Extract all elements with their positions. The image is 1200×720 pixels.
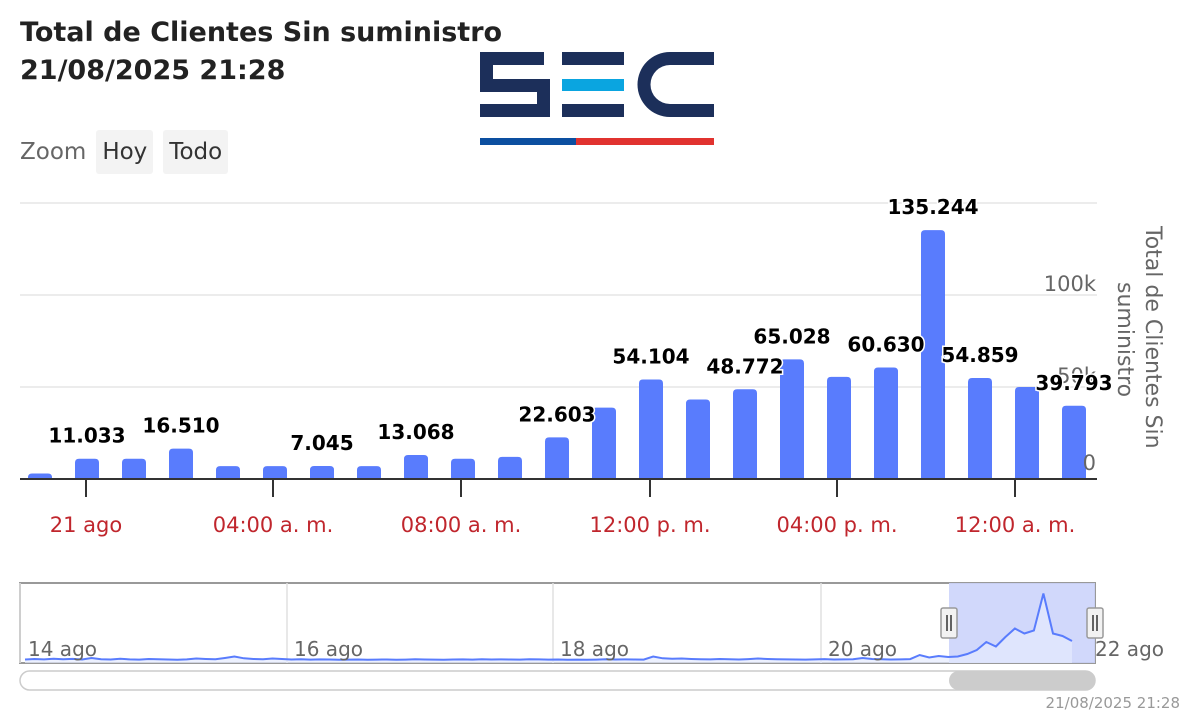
last-updated: 21/08/2025 21:28	[1045, 694, 1180, 712]
scrollbar-thumb[interactable]	[949, 671, 1095, 690]
bar[interactable]	[75, 458, 99, 479]
data-label: 65.028	[753, 324, 830, 348]
bar[interactable]	[1015, 387, 1039, 479]
bar[interactable]	[545, 437, 569, 479]
sec-logo	[480, 52, 714, 145]
bar[interactable]	[921, 230, 945, 479]
navigator-tick-label: 16 ago	[294, 637, 363, 661]
data-label: 60.630	[847, 332, 924, 356]
data-label: 22.603	[518, 402, 595, 426]
bar[interactable]	[827, 376, 851, 479]
data-labels: 11.033 16.510 7.045 13.068 22.603 54.104 48.77…	[47, 194, 1114, 457]
bar[interactable]	[216, 466, 240, 479]
bar[interactable]	[169, 448, 193, 479]
chart-subtitle-datetime: 21/08/2025 21:28	[20, 55, 286, 86]
chart-title-text: Total de Clientes Sin suministro	[20, 17, 503, 48]
x-axis: 21 ago 04:00 a. m. 08:00 a. m. 12:00 p. m. 0…	[20, 478, 1097, 537]
bar[interactable]	[639, 379, 663, 479]
data-label: 7.045	[290, 431, 353, 455]
navigator-tick-label: 20 ago	[828, 637, 897, 661]
bar[interactable]	[498, 456, 522, 479]
chart-title: Total de Clientes Sin suministro 21/08/2…	[20, 14, 502, 90]
data-label: 16.510	[142, 414, 219, 438]
navigator-tick-label: 18 ago	[560, 637, 629, 661]
navigator-tick-label: 14 ago	[28, 637, 97, 661]
x-tick-label: 12:00 p. m.	[589, 513, 710, 537]
data-label: 48.772	[706, 354, 783, 378]
logo-stripe-blue	[480, 138, 576, 145]
y-tick-label: 50k	[1057, 364, 1097, 388]
bar[interactable]	[404, 454, 428, 479]
zoom-today-button[interactable]: Hoy	[96, 130, 154, 174]
bar[interactable]	[310, 466, 334, 479]
bar[interactable]	[1062, 405, 1086, 479]
bar[interactable]	[263, 466, 287, 479]
bar[interactable]	[780, 359, 804, 479]
data-label: 54.104	[612, 344, 689, 368]
bar[interactable]	[733, 389, 757, 479]
bar[interactable]	[686, 399, 710, 479]
x-tick-label: 21 ago	[50, 513, 122, 537]
navigator-tick-label: 22 ago	[1095, 637, 1164, 661]
scrollbar-track[interactable]	[19, 670, 1096, 691]
grid-lines	[20, 202, 1097, 388]
navigator-area	[25, 593, 1072, 663]
logo-letter-e	[562, 52, 624, 117]
bar[interactable]	[968, 378, 992, 479]
bar[interactable]	[28, 473, 52, 479]
y-axis: 0 50k 100k Total de Clientes Sinsuministro	[1044, 225, 1165, 475]
x-tick-label: 12:00 a. m.	[955, 513, 1076, 537]
zoom-controls: Zoom Hoy Todo	[20, 130, 229, 174]
data-label: 54.859	[941, 343, 1018, 367]
bar[interactable]	[357, 466, 381, 479]
logo-stripe-red	[576, 138, 714, 145]
x-tick-label: 04:00 p. m.	[776, 513, 897, 537]
navigator-series-line	[24, 593, 1073, 661]
data-label: 135.244	[887, 195, 978, 219]
bar-series	[28, 230, 1086, 479]
data-label: 39.793	[1035, 371, 1112, 395]
bar[interactable]	[592, 407, 616, 479]
x-tick-label: 08:00 a. m.	[401, 513, 522, 537]
data-label: 13.068	[377, 420, 454, 444]
zoom-all-button[interactable]: Todo	[163, 130, 229, 174]
zoom-label: Zoom	[20, 139, 87, 165]
navigator-frame	[19, 582, 1096, 664]
y-tick-label: 0	[1083, 451, 1096, 475]
navigator[interactable]: 14 ago 16 ago 18 ago 20 ago 22 ago	[19, 582, 1164, 691]
navigator-handle[interactable]	[1086, 607, 1104, 639]
y-tick-label: 100k	[1044, 272, 1097, 296]
bar[interactable]	[122, 458, 146, 479]
logo-letter-c	[637, 52, 714, 117]
data-label: 11.033	[48, 424, 125, 448]
navigator-handle[interactable]	[940, 607, 958, 639]
x-tick-label: 04:00 a. m.	[213, 513, 334, 537]
bar[interactable]	[874, 367, 898, 479]
logo-letter-s	[480, 52, 550, 117]
bar[interactable]	[451, 458, 475, 479]
y-axis-title: Total de Clientes Sinsuministro	[1112, 225, 1165, 449]
